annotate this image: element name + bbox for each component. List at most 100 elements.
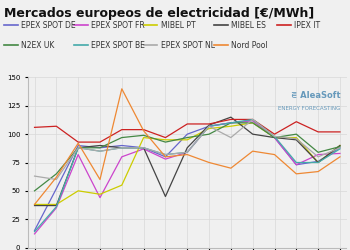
Nord Pool <box>294 172 299 175</box>
EPEX SPOT FR <box>294 163 299 166</box>
EPEX SPOT BE <box>76 146 80 149</box>
EPEX SPOT FR <box>272 136 276 139</box>
MIBEL PT <box>54 203 58 206</box>
EPEX SPOT BE <box>316 161 320 164</box>
MIBEL PT <box>316 161 320 164</box>
Line: EPEX SPOT DE: EPEX SPOT DE <box>35 120 340 230</box>
Line: IPEX IT: IPEX IT <box>35 120 340 142</box>
MIBEL PT <box>185 138 189 141</box>
Text: Nord Pool: Nord Pool <box>231 40 268 50</box>
EPEX SPOT NL <box>316 155 320 158</box>
Nord Pool <box>163 155 168 158</box>
N2EX UK <box>229 121 233 124</box>
EPEX SPOT DE <box>54 187 58 190</box>
MIBEL ES <box>76 146 80 149</box>
EPEX SPOT DE <box>251 119 255 122</box>
Text: N2EX UK: N2EX UK <box>21 40 54 50</box>
EPEX SPOT NL <box>163 153 168 156</box>
Text: MIBEL ES: MIBEL ES <box>231 20 266 30</box>
MIBEL ES <box>294 138 299 141</box>
MIBEL PT <box>76 189 80 192</box>
EPEX SPOT DE <box>229 121 233 124</box>
EPEX SPOT BE <box>338 148 342 150</box>
MIBEL ES <box>120 146 124 149</box>
MIBEL ES <box>272 136 276 139</box>
MIBEL ES <box>229 116 233 119</box>
EPEX SPOT FR <box>316 153 320 156</box>
Text: Mercados europeos de electricidad [€/MWh]: Mercados europeos de electricidad [€/MWh… <box>4 8 314 20</box>
EPEX SPOT BE <box>294 161 299 164</box>
IPEX IT <box>76 140 80 143</box>
Line: EPEX SPOT BE: EPEX SPOT BE <box>35 120 340 232</box>
N2EX UK <box>120 136 124 139</box>
MIBEL PT <box>207 127 211 130</box>
EPEX SPOT NL <box>272 135 276 138</box>
IPEX IT <box>294 120 299 123</box>
EPEX SPOT FR <box>76 153 80 156</box>
IPEX IT <box>185 122 189 126</box>
Nord Pool <box>33 203 37 206</box>
Nord Pool <box>207 161 211 164</box>
IPEX IT <box>120 128 124 131</box>
IPEX IT <box>98 140 102 143</box>
EPEX SPOT NL <box>141 146 146 149</box>
EPEX SPOT NL <box>229 136 233 139</box>
MIBEL ES <box>338 144 342 147</box>
IPEX IT <box>316 130 320 134</box>
EPEX SPOT BE <box>120 146 124 149</box>
EPEX SPOT DE <box>338 146 342 149</box>
Nord Pool <box>272 153 276 156</box>
MIBEL PT <box>229 125 233 128</box>
EPEX SPOT BE <box>272 135 276 138</box>
IPEX IT <box>141 128 146 131</box>
IPEX IT <box>163 136 168 139</box>
EPEX SPOT FR <box>141 148 146 150</box>
EPEX SPOT DE <box>272 136 276 139</box>
EPEX SPOT NL <box>33 174 37 178</box>
EPEX SPOT BE <box>251 118 255 121</box>
EPEX SPOT NL <box>120 146 124 149</box>
MIBEL PT <box>294 136 299 139</box>
N2EX UK <box>294 133 299 136</box>
Nord Pool <box>76 142 80 145</box>
Line: MIBEL ES: MIBEL ES <box>35 117 340 206</box>
N2EX UK <box>207 133 211 136</box>
Line: N2EX UK: N2EX UK <box>35 123 340 191</box>
MIBEL ES <box>98 144 102 147</box>
MIBEL ES <box>54 204 58 207</box>
EPEX SPOT FR <box>251 119 255 122</box>
EPEX SPOT DE <box>141 146 146 149</box>
N2EX UK <box>33 189 37 192</box>
MIBEL PT <box>163 138 168 141</box>
Text: MIBEL PT: MIBEL PT <box>161 20 196 30</box>
EPEX SPOT NL <box>338 146 342 149</box>
EPEX SPOT BE <box>229 121 233 124</box>
N2EX UK <box>76 146 80 149</box>
N2EX UK <box>98 146 102 149</box>
EPEX SPOT NL <box>98 150 102 153</box>
MIBEL PT <box>338 144 342 147</box>
EPEX SPOT BE <box>54 205 58 208</box>
EPEX SPOT DE <box>163 155 168 158</box>
N2EX UK <box>272 136 276 139</box>
EPEX SPOT DE <box>98 146 102 149</box>
EPEX SPOT BE <box>141 146 146 149</box>
MIBEL ES <box>316 161 320 164</box>
IPEX IT <box>251 118 255 121</box>
N2EX UK <box>185 136 189 139</box>
Line: EPEX SPOT NL: EPEX SPOT NL <box>35 120 340 180</box>
IPEX IT <box>338 130 342 134</box>
EPEX SPOT NL <box>76 146 80 149</box>
MIBEL PT <box>141 136 146 139</box>
IPEX IT <box>272 133 276 136</box>
N2EX UK <box>338 145 342 148</box>
EPEX SPOT BE <box>33 230 37 233</box>
Nord Pool <box>338 155 342 158</box>
EPEX SPOT DE <box>316 160 320 163</box>
Nord Pool <box>54 176 58 179</box>
EPEX SPOT FR <box>98 196 102 199</box>
EPEX SPOT NL <box>251 118 255 121</box>
IPEX IT <box>207 122 211 126</box>
Text: ⋷ AleaSoft: ⋷ AleaSoft <box>290 91 340 100</box>
Nord Pool <box>185 153 189 156</box>
